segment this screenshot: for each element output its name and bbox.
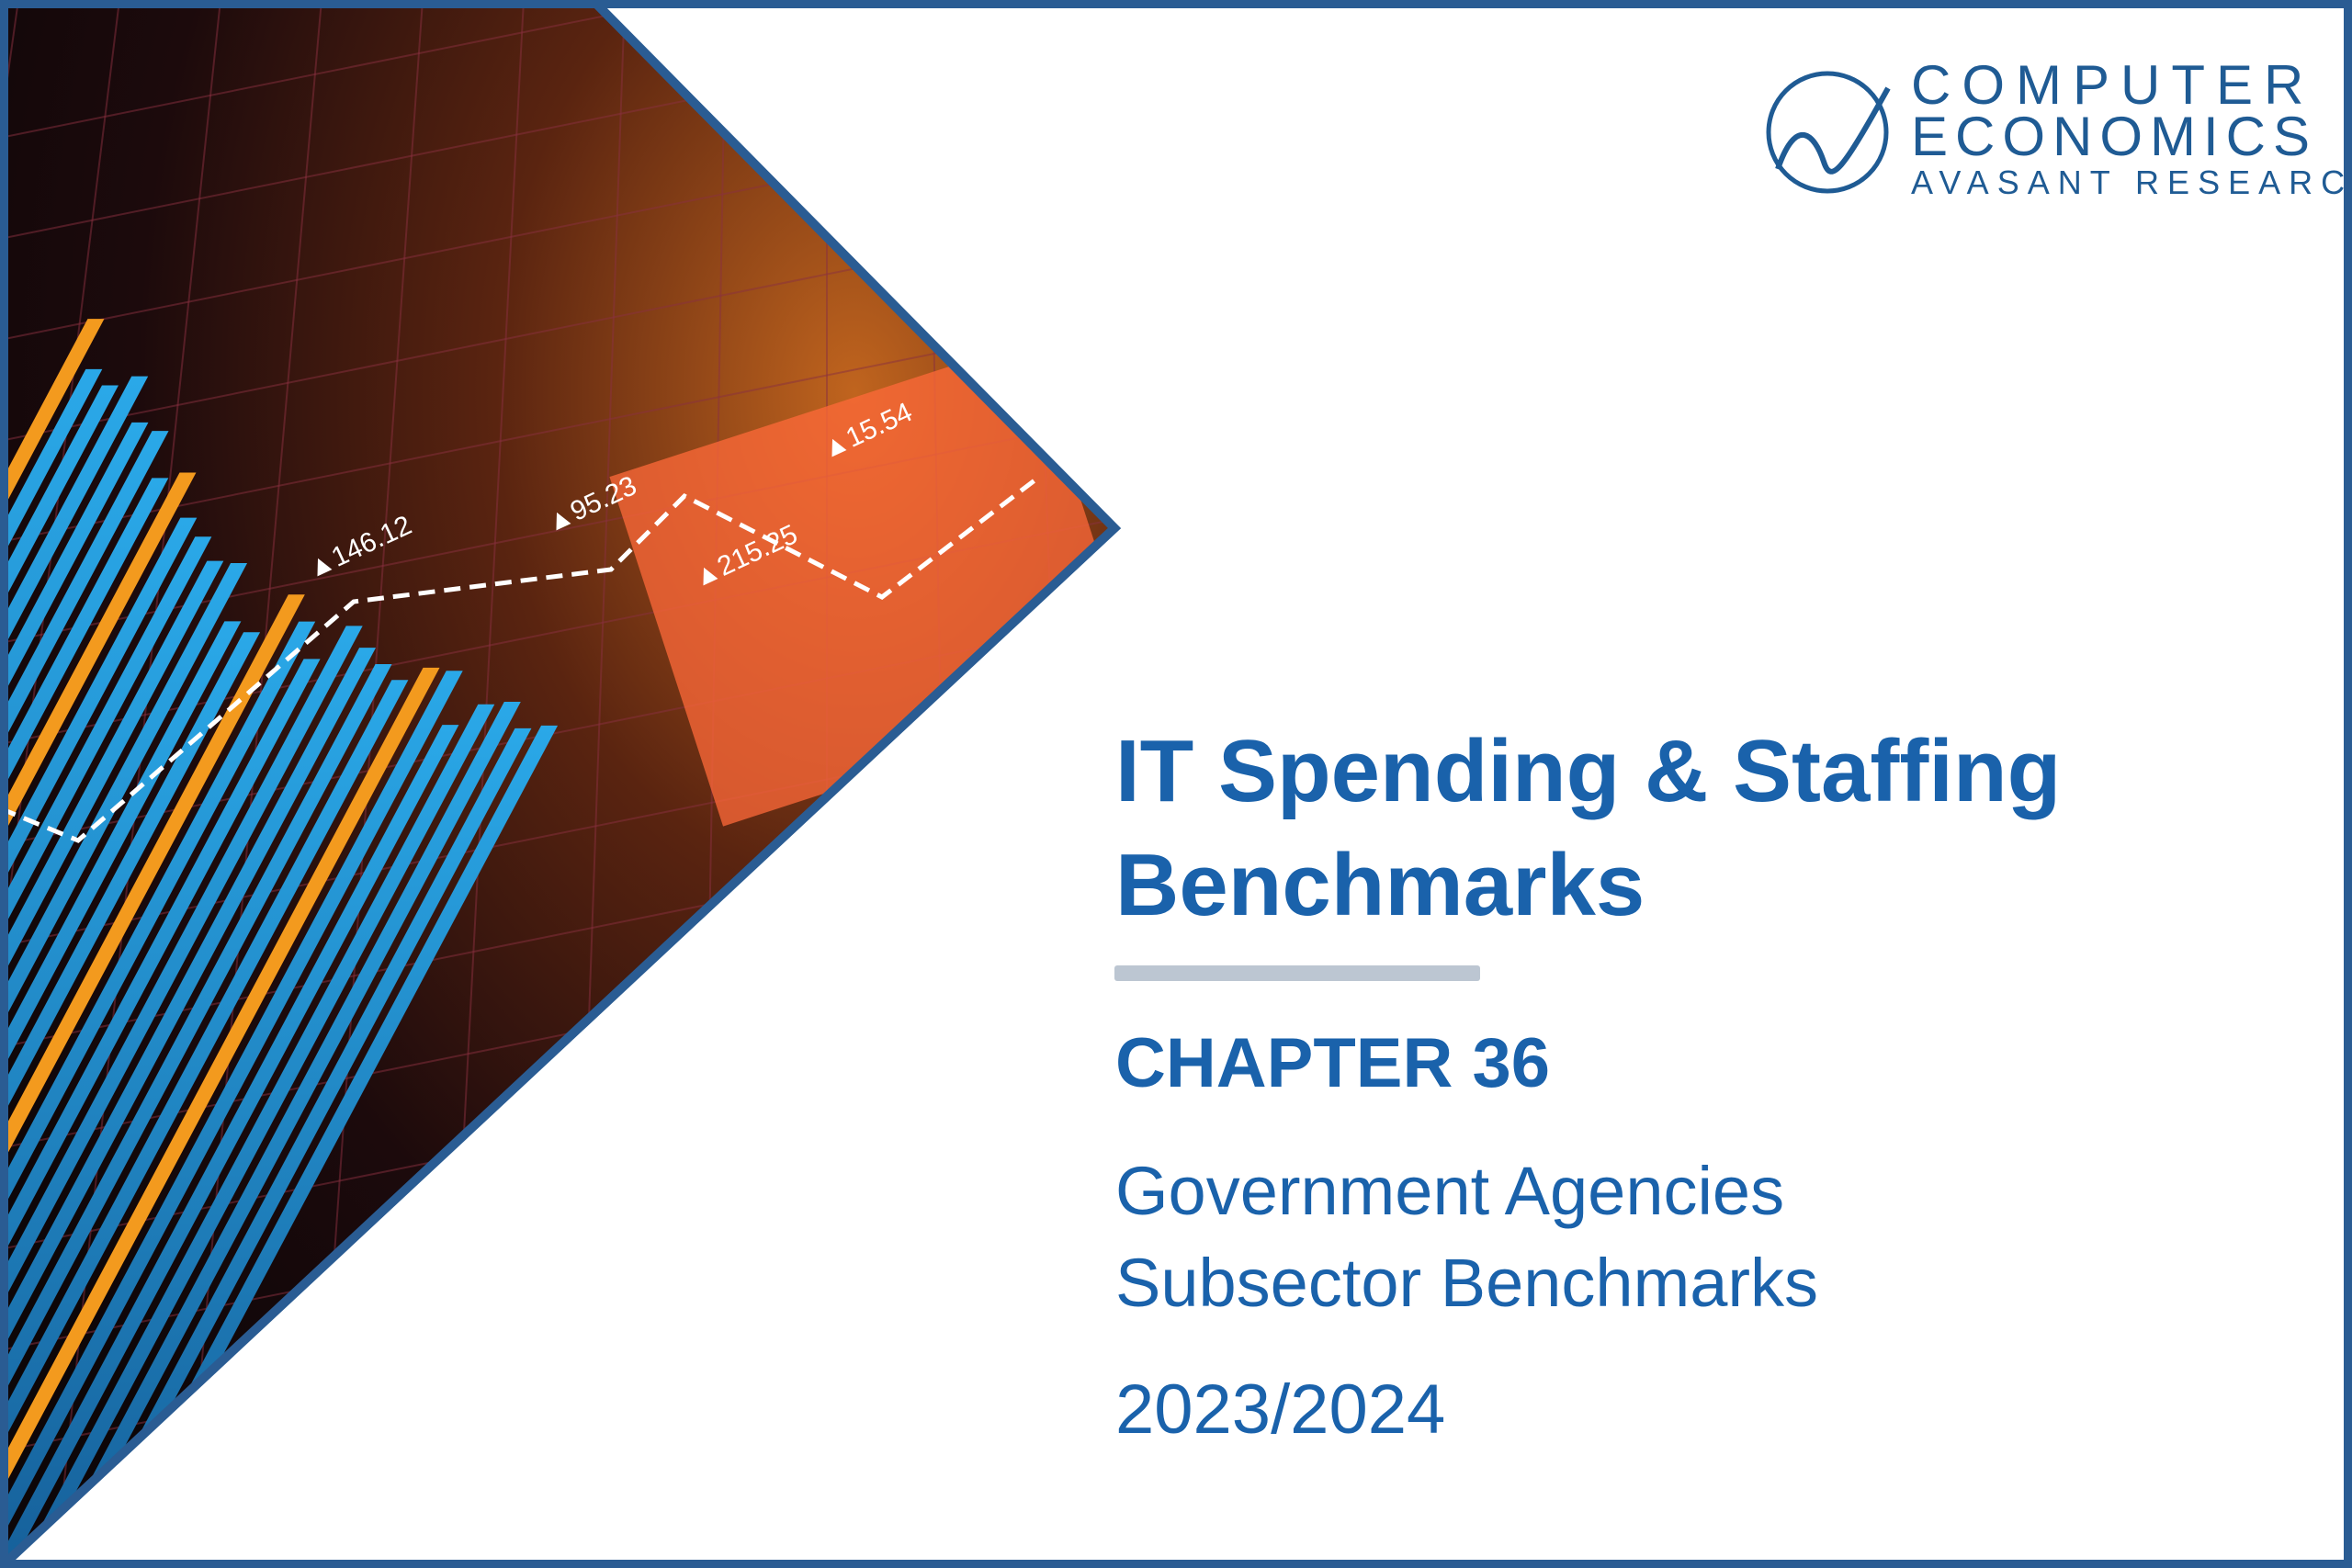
bar-group bbox=[0, 319, 559, 1568]
logo-text-computer: COMPUTER bbox=[1911, 54, 2315, 116]
year-label: 2023/2024 bbox=[1115, 1371, 1446, 1449]
decorative-bar bbox=[43, 701, 521, 1568]
decorative-bar bbox=[0, 563, 248, 1568]
decorative-bar bbox=[0, 621, 316, 1568]
page-title: IT Spending & Staffing Benchmarks bbox=[1115, 715, 2061, 942]
decorative-bar bbox=[0, 478, 169, 1568]
subtitle-line-1: Government Agencies bbox=[1115, 1153, 1785, 1229]
decorative-bar bbox=[0, 664, 392, 1568]
decorative-bar bbox=[0, 648, 377, 1568]
decorative-bar bbox=[0, 594, 305, 1568]
grid-line bbox=[54, 0, 221, 1568]
hero-chart-image: ▲146.12▲95.23▲215.25▲15.54 bbox=[0, 0, 1122, 1568]
trend-line bbox=[0, 476, 1040, 843]
decorative-bar bbox=[0, 621, 242, 1568]
decorative-bar bbox=[68, 728, 532, 1568]
decorative-bar bbox=[0, 667, 440, 1568]
grid-line bbox=[0, 0, 1114, 139]
chapter-label: CHAPTER 36 bbox=[1115, 1024, 1550, 1102]
decorative-bar bbox=[0, 626, 363, 1568]
subtitle-line-2: Subsector Benchmarks bbox=[1115, 1245, 1819, 1321]
decorative-bar bbox=[0, 431, 169, 1568]
logo-text-avasant: AVASANT RESEARCH bbox=[1911, 164, 2352, 201]
decorative-bar bbox=[0, 680, 409, 1568]
decorative-bar bbox=[0, 517, 198, 1568]
title-line-1: IT Spending & Staffing bbox=[1115, 722, 2062, 820]
decorative-bar bbox=[0, 725, 459, 1568]
decorative-bar bbox=[0, 560, 224, 1568]
divider bbox=[1114, 965, 1480, 981]
title-line-2: Benchmarks bbox=[1115, 836, 1645, 934]
grid-line bbox=[927, 0, 956, 1568]
decorative-bar bbox=[0, 659, 321, 1568]
decorative-bar bbox=[0, 472, 197, 1568]
subtitle: Government Agencies Subsector Benchmarks bbox=[1115, 1145, 1818, 1329]
decorative-bar bbox=[93, 725, 559, 1568]
logo-mark-icon bbox=[1766, 71, 1891, 194]
grid-line bbox=[1028, 0, 1085, 1568]
logo-text-economics: ECONOMICS bbox=[1911, 106, 2318, 167]
decorative-bar bbox=[0, 671, 463, 1568]
decorative-bar bbox=[18, 704, 495, 1568]
decorative-bar bbox=[0, 536, 212, 1568]
